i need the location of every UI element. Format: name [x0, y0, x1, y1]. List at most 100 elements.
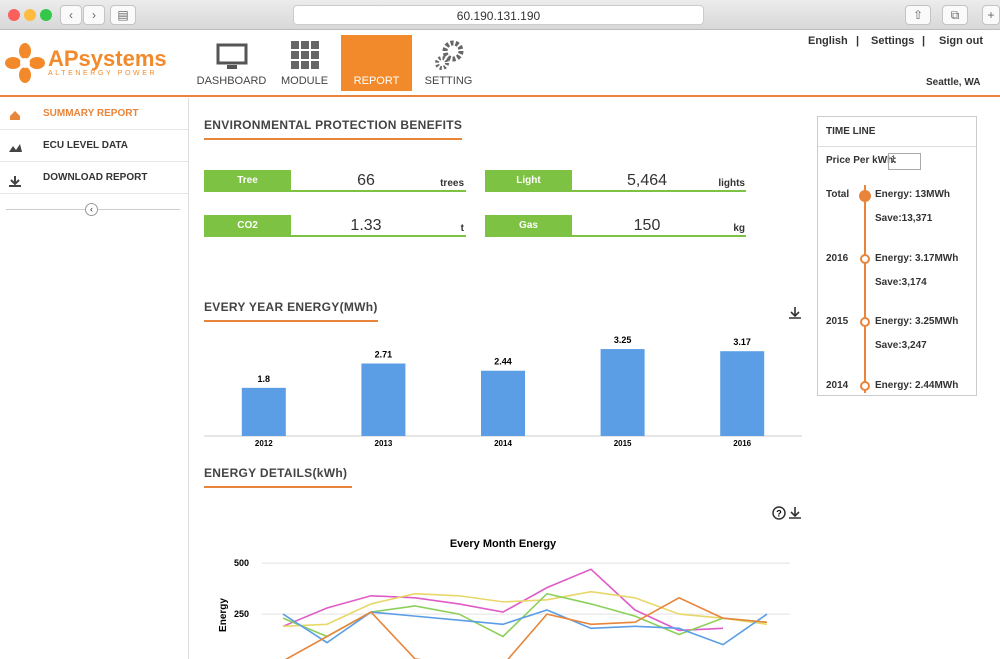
env-value: 150 [633, 217, 661, 234]
brand: APsystems [48, 46, 167, 71]
timeline-save: Save:3,174 [875, 276, 927, 288]
tagline: ALTENERGY POWER [48, 70, 158, 77]
logo-mark [5, 43, 45, 83]
bar [481, 370, 525, 436]
x-tick-label: 2013 [375, 439, 393, 448]
new-tab-button[interactable]: + [982, 5, 1000, 25]
separator: | [856, 35, 860, 47]
bar [361, 363, 406, 436]
chart-tools[interactable]: ? [772, 505, 804, 521]
value-label: 1.8 [258, 374, 271, 384]
value-label: 2.44 [494, 357, 512, 367]
nav-setting[interactable]: SETTING [413, 35, 484, 91]
browser-chrome: ‹ › ▤ 60.190.131.190 ⇧ ⧉ + [0, 0, 1000, 30]
signout-link[interactable]: Sign out [939, 35, 983, 47]
collapse-button[interactable]: ‹ [85, 203, 98, 216]
timeline-dot [860, 317, 870, 327]
env-label: Gas [485, 215, 572, 237]
url-bar[interactable]: 60.190.131.190 [293, 5, 704, 25]
sidebar: SUMMARY REPORT ECU LEVEL DATA DOWNLOAD R… [0, 98, 189, 659]
timeline-dot [859, 190, 871, 202]
side-label: DOWNLOAD REPORT [43, 172, 148, 183]
y-axis-label: Energy [218, 598, 229, 632]
env-unit: lights [718, 178, 745, 189]
side-item[interactable]: DOWNLOAD REPORT [0, 162, 188, 194]
nav-dashboard[interactable]: DASHBOARD [196, 35, 267, 91]
value-label: 2.71 [375, 350, 393, 360]
download-icon[interactable] [787, 305, 803, 321]
env-underline [485, 235, 746, 237]
timeline-energy: Energy: 13MWh [875, 189, 951, 200]
bar-chart: 1.8 2012 2.71 2013 2.44 2014 3.25 2015 3.17 2016 [204, 335, 802, 448]
timeline-save: Save:13,371 [875, 213, 933, 224]
env-unit: t [460, 223, 464, 234]
line [282, 568, 724, 632]
close-button[interactable] [8, 9, 20, 21]
settings-link[interactable]: Settings [871, 35, 915, 47]
x-tick-label: 2016 [733, 439, 751, 448]
timeline-energy: Energy: 2.44MWh [875, 379, 959, 391]
x-tick-label: 2014 [494, 439, 512, 448]
timeline-period: Total [826, 189, 850, 200]
sidebar-button[interactable]: ▤ [110, 5, 136, 25]
nav-module[interactable]: MODULE [269, 35, 340, 91]
env-value: 5,464 [626, 172, 668, 189]
line [282, 590, 768, 628]
env-label: Tree [204, 170, 291, 192]
icon [435, 40, 464, 70]
price-input[interactable]: 1 [888, 153, 921, 170]
side-label: ECU LEVEL DATA [43, 140, 129, 151]
env-label: CO2 [204, 215, 291, 237]
nav-label: SETTING [424, 75, 473, 87]
y-tick-label: 250 [234, 609, 249, 619]
line [284, 596, 768, 659]
timeline-energy: Energy: 3.17MWh [875, 252, 959, 264]
env-unit: kg [733, 223, 745, 234]
timeline-period: 2014 [826, 379, 849, 391]
tabs-button[interactable]: ⧉ [942, 5, 968, 25]
bar [600, 349, 645, 436]
x-tick-label: 2012 [255, 439, 273, 448]
timeline-title: TIME LINE [818, 117, 976, 147]
side-icons [9, 111, 22, 187]
bar [241, 387, 286, 436]
chart-title: Every Month Energy [450, 538, 557, 550]
side-label: SUMMARY REPORT [43, 108, 139, 119]
value-label: 3.25 [614, 335, 632, 345]
nav-label: DASHBOARD [196, 75, 267, 87]
value-label: 3.17 [733, 337, 751, 347]
timeline-panel: TIME LINE Price Per kWh: 1 Total Energy: … [817, 116, 977, 396]
nav-report[interactable]: REPORT [341, 35, 412, 91]
env-unit: trees [440, 178, 464, 189]
section-title: EVERY YEAR ENERGY(MWh) [204, 300, 378, 322]
timeline-period: 2016 [826, 252, 849, 264]
line [282, 609, 768, 646]
icon [291, 41, 319, 69]
x-tick-label: 2015 [614, 439, 632, 448]
location: Seattle, WA [926, 77, 981, 88]
side-item[interactable]: ECU LEVEL DATA [0, 130, 188, 162]
side-item[interactable]: SUMMARY REPORT [0, 98, 188, 130]
forward-button[interactable]: › [83, 5, 105, 25]
y-tick-label: 500 [234, 558, 249, 568]
bar [720, 351, 765, 436]
language-link[interactable]: English [808, 35, 848, 47]
zoom-button[interactable] [40, 9, 52, 21]
timeline-line [864, 185, 866, 393]
price-label: Price Per kWh: [826, 155, 897, 166]
timeline-period: 2015 [826, 316, 849, 327]
icon [216, 43, 248, 69]
nav-label: MODULE [280, 75, 329, 87]
back-button[interactable]: ‹ [60, 5, 82, 25]
minimize-button[interactable] [24, 9, 36, 21]
header: APsystems ALTENERGY POWER DASHBOARD MODU… [0, 30, 1000, 97]
env-label: Light [485, 170, 572, 192]
env-value: 1.33 [350, 217, 382, 234]
share-button[interactable]: ⇧ [905, 5, 931, 25]
nav-label: REPORT [353, 75, 400, 87]
env-value: 66 [357, 172, 375, 189]
env-underline [204, 235, 466, 237]
section-title: ENVIRONMENTAL PROTECTION BENEFITS [204, 118, 463, 140]
